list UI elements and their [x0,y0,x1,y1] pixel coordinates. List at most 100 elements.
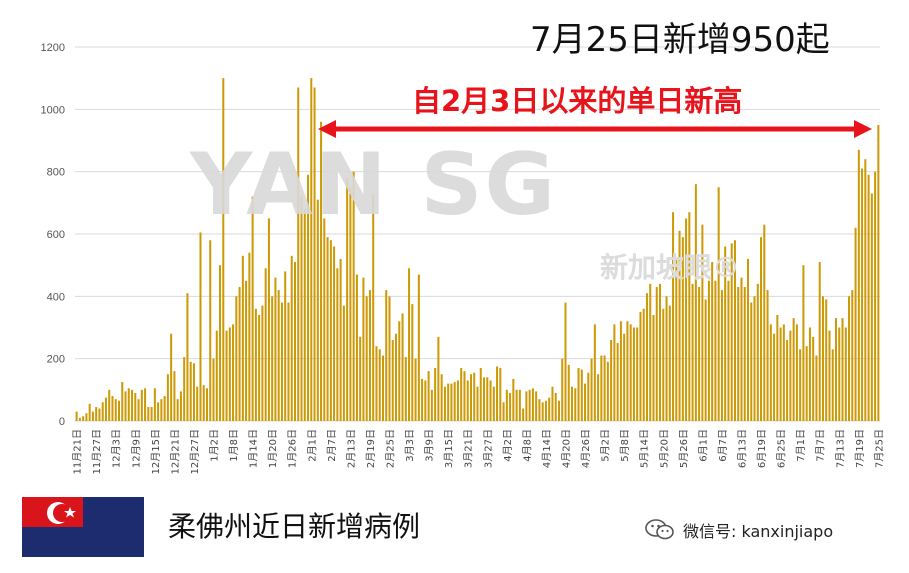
bar [531,388,534,421]
bar [131,389,134,421]
bar [665,296,668,421]
bar [711,262,714,421]
bar [538,399,541,421]
bar [834,318,838,421]
x-tick-label: 7月19日 [854,429,866,468]
bar [802,265,805,421]
x-tick-label: 5月20日 [658,429,670,468]
x-tick-label: 11月27日 [91,429,103,474]
bar [385,290,388,421]
bar [476,386,479,421]
bar [760,237,763,421]
y-tick-label: 600 [47,229,65,241]
bar [535,391,538,421]
bar [91,411,94,421]
bar [248,252,251,421]
bar [505,389,508,421]
arrow-head-right [854,120,872,138]
x-tick-label: 5月14日 [639,429,651,468]
bar [606,361,609,421]
x-tick-label: 5月26日 [678,429,690,468]
y-tick-label: 1000 [41,104,65,116]
bar [157,402,160,421]
bar [430,389,433,421]
bar [82,416,85,421]
bar [346,177,349,421]
bar [140,389,143,421]
x-tick-label: 7月7日 [815,429,827,462]
bar [789,330,792,421]
bar [75,411,78,421]
bar [417,274,420,421]
bar [502,402,505,421]
bar [688,212,691,421]
bar [499,368,502,421]
bar [756,283,759,421]
bar [134,392,137,421]
bar [867,174,870,421]
bar [290,255,293,421]
bar [522,408,525,421]
bar [388,296,391,421]
x-tick-label: 12月27日 [189,429,201,474]
bar [209,240,212,421]
bar [483,377,486,421]
bar [160,399,163,421]
bar [577,368,580,421]
bar [773,333,776,421]
bar [352,171,355,421]
bar [271,296,274,421]
bar [763,224,766,421]
bar [183,357,186,421]
bar [342,305,345,421]
bar [496,366,499,421]
bar [280,302,283,421]
bar [707,280,710,421]
bar [603,355,606,421]
bar [414,358,417,421]
x-tick-label: 12月3日 [111,429,123,468]
bar [473,372,476,421]
bar [795,324,798,421]
bar [254,308,257,421]
bar [137,399,140,421]
x-tick-label: 6月7日 [717,429,729,462]
bar [652,315,655,421]
bar [766,290,769,421]
bar [303,209,306,421]
bar [241,255,244,421]
bar [378,349,381,421]
bar [730,243,733,421]
chart-title: 7月25日新增950起 [530,20,830,60]
bar [662,308,665,421]
bar [584,383,587,421]
bar [176,399,179,421]
x-tick-label: 3月27日 [482,429,494,468]
bar [544,400,547,421]
bar [691,283,694,421]
bar [447,383,450,421]
bar [636,327,639,421]
bar [166,374,169,421]
bar [466,380,469,421]
x-tick-label: 1月14日 [248,429,260,468]
bar [170,333,173,421]
bar [632,327,635,421]
bar [629,324,632,421]
bar [740,277,743,421]
bar [453,382,456,421]
bar-series [75,78,880,422]
bar [782,324,785,421]
bar [557,400,560,421]
bar [733,240,736,421]
bar [114,399,117,421]
bar [727,280,730,421]
bar [95,406,98,421]
bar [287,302,290,421]
bar [525,391,528,421]
bar [124,391,127,421]
bar [554,392,557,421]
x-tick-label: 12月15日 [150,429,162,474]
bar [681,237,684,421]
bar [326,237,329,421]
